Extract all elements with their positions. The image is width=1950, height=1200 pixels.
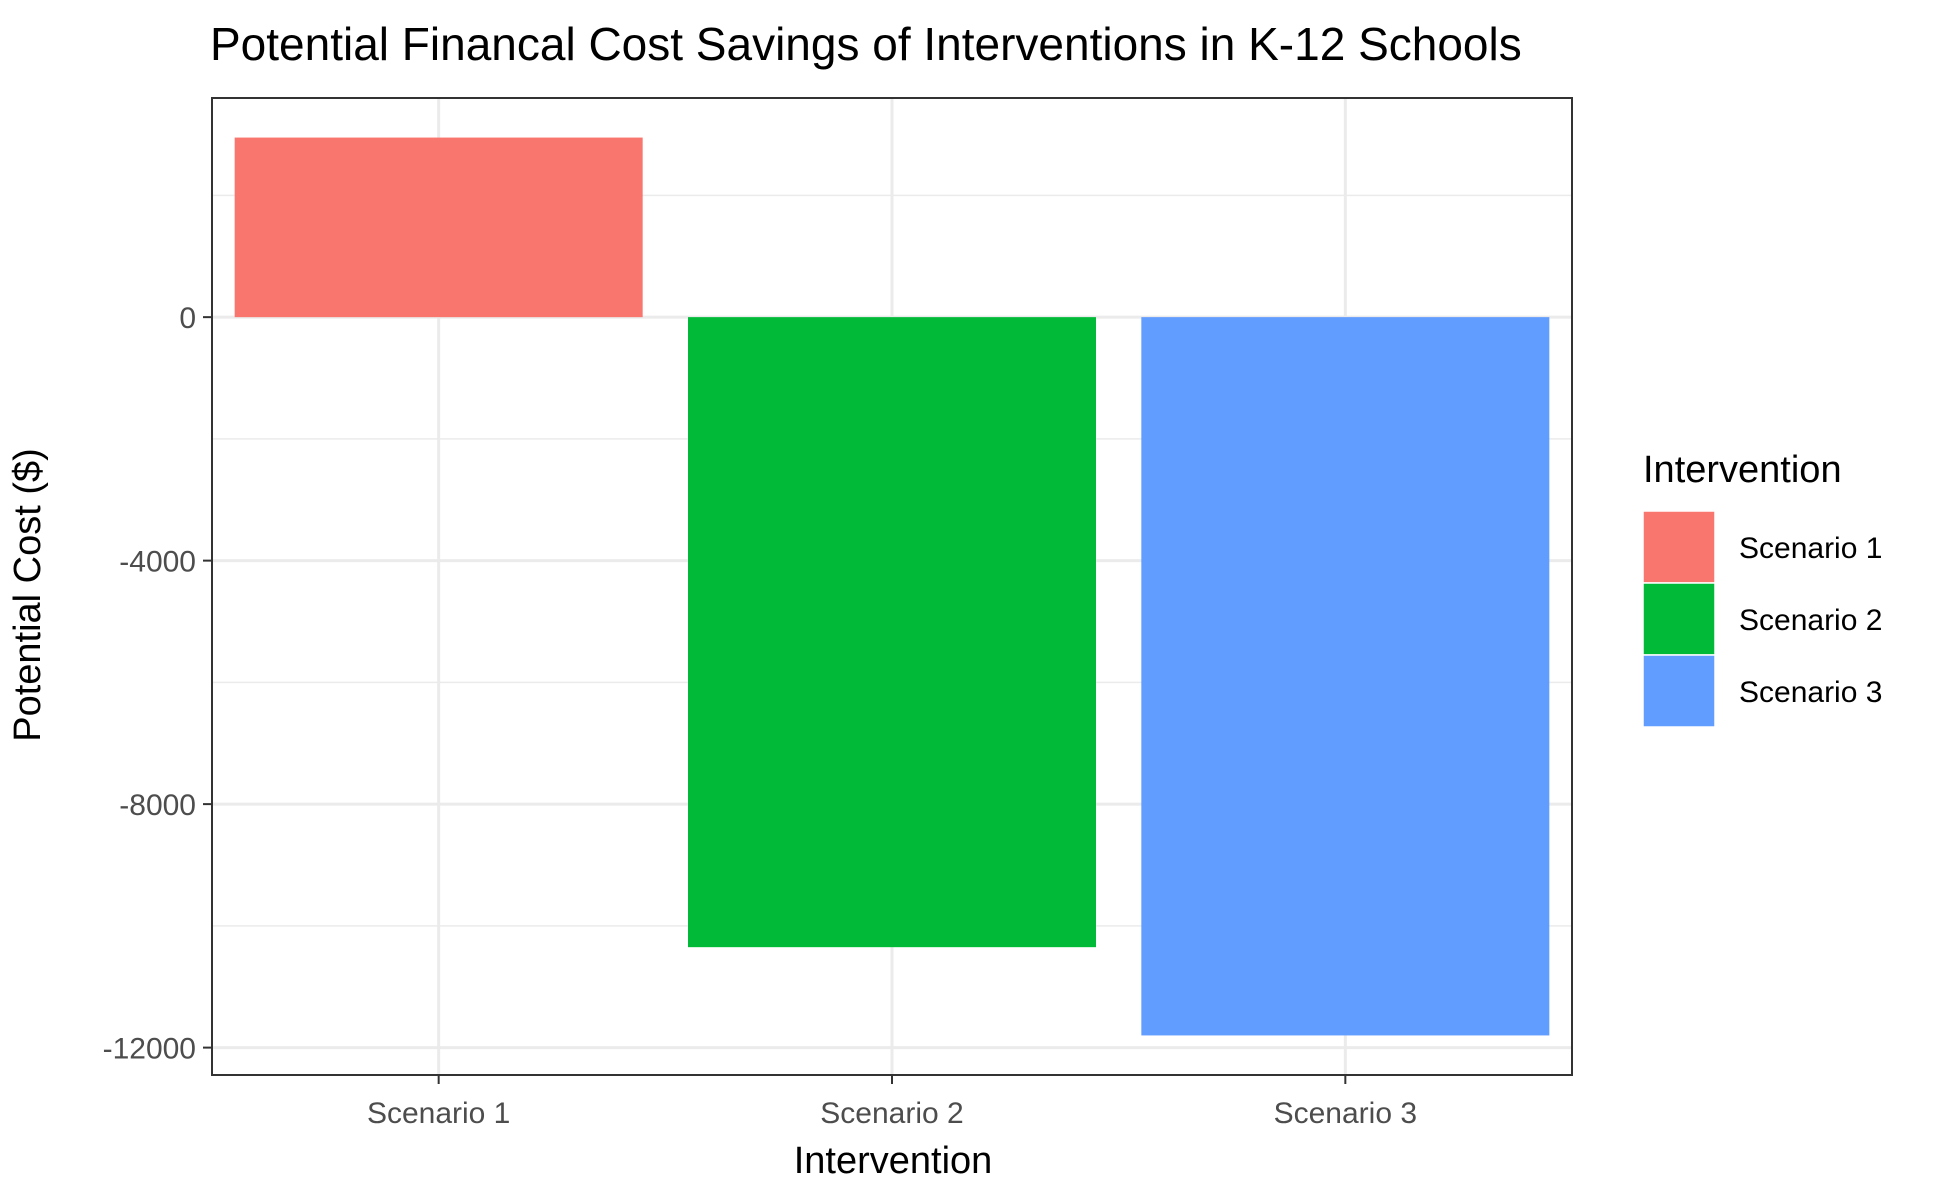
y-tick-label: -4000 [119,546,196,579]
legend-label: Scenario 3 [1739,676,1882,709]
y-axis-title: Potential Cost ($) [7,448,49,742]
y-tick-label: -8000 [119,789,196,822]
chart-title: Potential Financal Cost Savings of Inter… [210,18,1522,70]
bar [1141,317,1550,1036]
legend-label: Scenario 1 [1739,532,1882,565]
legend-key [1642,582,1716,656]
legend: Intervention Scenario 1 Scenario 2 Scenari… [1642,449,1882,728]
x-tick-label: Scenario 2 [820,1097,963,1130]
x-axis-title: Intervention [794,1140,993,1182]
plot-area [211,97,1573,1076]
x-tick-label: Scenario 3 [1274,1097,1417,1130]
legend-title: Intervention [1643,449,1842,491]
legend-key [1642,510,1716,584]
y-tick-label: 0 [179,302,196,335]
legend-key [1642,654,1716,728]
y-axis: 0 -4000 -8000 -12000 [103,302,212,1066]
x-axis: Scenario 1 Scenario 2 Scenario 3 [367,1075,1417,1130]
bars [234,137,1550,1036]
legend-label: Scenario 2 [1739,604,1882,637]
bar [234,137,643,318]
bar [688,317,1096,948]
y-tick-label: -12000 [103,1033,196,1066]
x-tick-label: Scenario 1 [367,1097,510,1130]
